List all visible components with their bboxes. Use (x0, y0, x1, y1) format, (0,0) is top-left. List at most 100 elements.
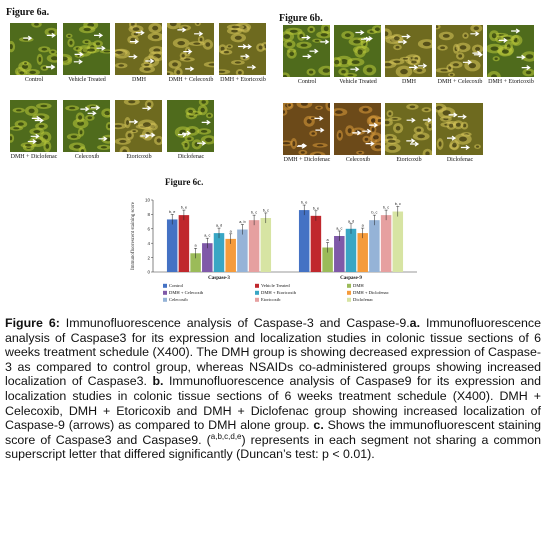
fig6b-micrograph-image-1 (283, 25, 330, 77)
chart-svg: Immunofluorescent staining score 0 2 4 6 8 10 b… (131, 198, 417, 302)
fig6a-tile-caption: Vehicle Treated (68, 77, 106, 83)
fig6b-micrograph-1 (283, 25, 330, 77)
fig6b-micrograph-3 (385, 25, 432, 77)
fig6a-micrograph-5 (219, 23, 266, 75)
fig6b-micrograph-7 (334, 103, 381, 155)
caption-part-1: Immunofluorescence analysis of Caspase-3… (59, 316, 410, 330)
legend-swatch (347, 297, 351, 302)
bar-significance-label: a (327, 238, 330, 242)
fig6a-tile-caption: DMH + Etoricoxib (220, 77, 266, 83)
bar-significance-label: b, c (263, 208, 269, 212)
caption-part-3: Immunofluorescence analysis of Caspase9 … (5, 374, 542, 433)
legend-swatch (255, 297, 259, 302)
fig6a-tile-caption: DMH + Diclofenac (10, 154, 58, 160)
bar-significance-label: a, d (216, 224, 222, 228)
figure-6c-chart: Immunofluorescent staining score 0 2 4 6 8 10 b… (125, 188, 425, 314)
bar-significance-label: a (195, 244, 198, 248)
fig6b-tile-caption: Celecoxib (345, 157, 371, 163)
bar-significance-label: a, b (239, 220, 245, 224)
fig6a-micrograph-8 (115, 100, 162, 152)
fig6a-micrograph-image-2 (63, 23, 110, 75)
legend-label: Celecoxib (169, 297, 188, 302)
legend-swatch (255, 290, 259, 295)
fig6b-micrograph-4 (436, 25, 483, 77)
bar (345, 228, 357, 272)
legend-label: DMH + Celecoxib (169, 290, 204, 295)
bar-significance-label: b, e (181, 206, 187, 210)
caption-marker-a: a. (409, 316, 421, 330)
fig6a-micrograph-1 (10, 23, 57, 75)
fig6a-micrograph-image-8 (115, 100, 162, 152)
bar-significance-label: b, e (301, 201, 307, 205)
bar (310, 215, 322, 272)
fig6a-micrograph-image-4 (167, 23, 214, 75)
fig6b-micrograph-image-4 (436, 25, 483, 77)
bar (178, 215, 190, 272)
fig6a-micrograph-image-1 (10, 23, 57, 75)
legend-swatch (163, 283, 167, 288)
legend-swatch (163, 297, 167, 302)
fig6a-micrograph-image-6 (10, 100, 57, 152)
caption-superscript: a,b,c,d,e (210, 431, 242, 441)
figure-6c-label: Figure 6c. (165, 177, 204, 187)
bar-significance-label: b, c (251, 211, 257, 215)
bar-significance-label: a, c (204, 234, 210, 238)
fig6b-tile-caption: DMH + Celecoxib (437, 79, 483, 85)
bar-significance-label: b, c (383, 206, 389, 210)
fig6a-tile-caption: DMH + Celecoxib (168, 77, 214, 83)
caption-part-4: Shows the immunofluorescent staining sco… (5, 418, 542, 447)
bar-significance-label: a (230, 229, 233, 233)
fig6a-micrograph-image-9 (167, 100, 214, 152)
legend-label: DMH (353, 283, 364, 288)
bar (298, 210, 310, 272)
bar-significance-label: b, e (169, 210, 175, 214)
fig6b-micrograph-image-8 (385, 103, 432, 155)
legend-label: Etoricoxib (261, 297, 281, 302)
fig6b-micrograph-2 (334, 25, 381, 77)
legend-label: Vehicle Treated (261, 283, 290, 288)
legend-swatch (347, 290, 351, 295)
legend-label: DMH + Diclofenac (353, 290, 389, 295)
fig6b-micrograph-image-7 (334, 103, 381, 155)
y-tick-label: 2 (147, 255, 150, 260)
fig6b-tile-caption: Vehicle Treated (339, 79, 377, 85)
bar (237, 229, 248, 272)
fig6a-micrograph-4 (167, 23, 214, 75)
fig6a-micrograph-9 (167, 100, 214, 152)
y-tick-label: 8 (147, 212, 150, 217)
bar-significance-label: b, c (395, 202, 401, 206)
fig6a-tile-caption: Celecoxib (74, 154, 100, 160)
fig6a-micrograph-image-3 (115, 23, 162, 75)
caption-marker-c: c. (313, 418, 324, 433)
fig6b-micrograph-image-2 (334, 25, 381, 77)
caption-lead: Figure 6: (5, 316, 60, 330)
fig6b-micrograph-5 (487, 25, 534, 77)
fig6b-micrograph-image-3 (385, 25, 432, 77)
fig6b-micrograph-9 (436, 103, 483, 155)
bar (357, 233, 368, 272)
y-tick-label: 10 (145, 198, 151, 203)
legend-swatch (347, 283, 351, 288)
fig6b-micrograph-image-9 (436, 103, 483, 155)
bar-significance-label: a, c (336, 226, 342, 230)
figure-caption: Figure 6: Immunofluorescence analysis of… (5, 316, 541, 462)
fig6a-tile-caption: Control (24, 77, 44, 83)
fig6a-micrograph-image-5 (219, 23, 266, 75)
bar-significance-label: b, c (371, 211, 377, 215)
fig6a-tile-caption: DMH (131, 77, 146, 83)
figure-6b-label: Figure 6b. (279, 13, 323, 24)
bar (190, 253, 201, 272)
legend-label: Control (169, 283, 184, 288)
fig6b-micrograph-6 (283, 103, 330, 155)
legend-label: DMH + Etoricoxib (261, 290, 297, 295)
legend-swatch (163, 290, 167, 295)
fig6b-tile-caption: DMH + Diclofenac (283, 157, 331, 163)
fig6b-tile-caption: DMH (401, 79, 416, 85)
fig6b-tile-caption: Etoricoxib (396, 157, 422, 163)
bar (166, 219, 178, 272)
y-tick-label: 0 (147, 270, 150, 275)
fig6a-tile-caption: Diclofenac (177, 154, 205, 160)
bar-significance-label: a, d (348, 219, 354, 223)
x-category-label: Caspase-9 (340, 276, 362, 281)
bar (202, 243, 213, 272)
